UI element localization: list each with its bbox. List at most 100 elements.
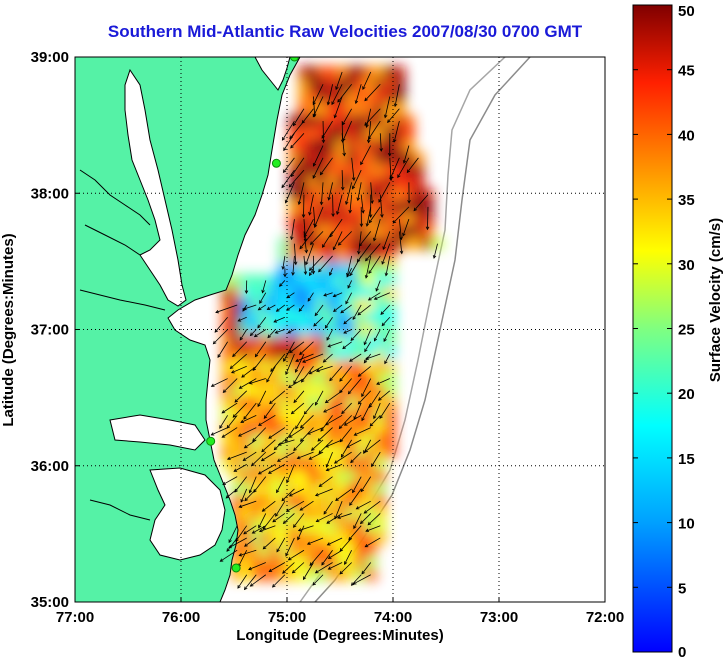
- velocity-cell: [383, 213, 396, 226]
- velocity-vector-head: [293, 380, 297, 385]
- velocity-vector: [364, 341, 372, 352]
- velocity-vector: [303, 255, 307, 275]
- velocity-vector: [359, 231, 372, 247]
- velocity-vector: [283, 157, 295, 173]
- velocity-vector-head: [312, 581, 316, 586]
- velocity-vector-head: [312, 175, 316, 179]
- velocity-vector-head: [276, 548, 280, 553]
- velocity-cell: [383, 409, 396, 422]
- velocity-vector: [357, 304, 371, 316]
- velocity-cell: [317, 335, 330, 348]
- velocity-cell: [317, 458, 330, 471]
- velocity-cell: [297, 249, 310, 262]
- velocity-vector-head: [261, 289, 265, 294]
- velocity-vector: [348, 525, 362, 541]
- velocity-cell: [269, 286, 282, 299]
- velocity-vector: [263, 402, 276, 419]
- velocity-vector-head: [378, 199, 382, 203]
- velocity-vector-head: [285, 508, 290, 512]
- velocity-vector: [335, 488, 352, 501]
- velocity-cell: [326, 127, 339, 140]
- velocity-vector-head: [308, 211, 312, 216]
- velocity-vector: [342, 120, 353, 141]
- velocity-cell: [307, 249, 320, 262]
- velocity-vector: [269, 390, 286, 404]
- station-marker: [289, 57, 299, 62]
- velocity-cell: [336, 482, 349, 495]
- velocity-cell: [374, 311, 387, 324]
- velocity-vector-head: [257, 471, 262, 475]
- velocity-vector: [301, 366, 314, 383]
- velocity-vector: [289, 488, 305, 497]
- velocity-vector-head: [254, 353, 259, 358]
- velocity-cell: [383, 446, 396, 459]
- colorbar: 0 5 10 15 20 25 30 35 40 45 50 Surface Velocity (c…: [632, 3, 724, 659]
- colorbar-tick-label: 30: [678, 257, 695, 274]
- velocity-vector-head: [235, 538, 239, 542]
- velocity-vector-head: [253, 489, 257, 493]
- velocity-vector-head: [324, 399, 329, 404]
- velocity-vector: [300, 427, 314, 442]
- velocity-vector-head: [393, 103, 398, 108]
- velocity-vector: [351, 574, 362, 586]
- velocity-vector: [333, 304, 343, 312]
- velocity-vector: [272, 513, 286, 523]
- velocity-vector-head: [375, 287, 379, 292]
- velocity-vector-head: [334, 515, 338, 520]
- velocity-vector: [276, 537, 286, 552]
- velocity-vector: [321, 120, 333, 139]
- velocity-cell: [364, 249, 377, 262]
- velocity-cell: [317, 397, 330, 410]
- velocity-vector: [338, 231, 352, 246]
- velocity-cell: [269, 470, 282, 483]
- velocity-vector: [403, 145, 410, 164]
- velocity-cell: [355, 65, 368, 78]
- velocity-vector-head: [276, 489, 280, 494]
- velocity-cell: [307, 458, 320, 471]
- velocity-vector: [288, 169, 305, 188]
- velocity-vector: [380, 304, 391, 315]
- velocity-cell: [307, 384, 320, 397]
- velocity-vector-head: [248, 489, 253, 494]
- velocity-vector: [309, 267, 314, 276]
- velocity-vector-head: [319, 171, 324, 176]
- velocity-vector-head: [372, 237, 377, 242]
- velocity-vector-head: [293, 399, 297, 404]
- velocity-cell: [307, 323, 320, 336]
- velocity-vector: [402, 219, 410, 236]
- velocity-cell: [355, 102, 368, 115]
- velocity-vector: [285, 353, 295, 375]
- velocity-vector-head: [327, 555, 332, 559]
- velocity-vector-head: [268, 435, 272, 439]
- velocity-vector-head: [215, 309, 219, 314]
- velocity-vector-head: [368, 270, 372, 274]
- velocity-vector: [298, 304, 305, 312]
- velocity-vector-head: [413, 207, 418, 212]
- velocity-vector-head: [337, 515, 341, 519]
- y-axis-ticks: 35:00 36:00 37:00 38:00 39:00: [31, 49, 80, 611]
- velocity-cell: [326, 65, 339, 78]
- velocity-vector-head: [389, 175, 394, 180]
- velocity-vector-head: [376, 381, 380, 385]
- y-tick-label: 36:00: [31, 458, 69, 475]
- velocity-cell: [402, 237, 415, 250]
- velocity-vector-head: [399, 250, 404, 255]
- velocity-cell: [364, 286, 377, 299]
- velocity-vector-head: [222, 389, 227, 393]
- velocity-cell: [326, 372, 339, 385]
- velocity-cell: [307, 433, 320, 446]
- velocity-cell: [393, 139, 406, 152]
- velocity-vector: [364, 439, 381, 453]
- velocity-vector: [267, 304, 276, 310]
- velocity-cell: [231, 446, 244, 459]
- velocity-vector: [358, 231, 362, 254]
- velocity-vector: [253, 476, 267, 493]
- velocity-vector-head: [340, 453, 345, 458]
- velocity-vector-head: [229, 365, 234, 370]
- velocity-vector-head: [297, 528, 302, 532]
- velocity-vector: [363, 439, 372, 454]
- velocity-vector-head: [321, 561, 325, 566]
- velocity-vector: [258, 304, 267, 311]
- velocity-vector: [344, 414, 362, 426]
